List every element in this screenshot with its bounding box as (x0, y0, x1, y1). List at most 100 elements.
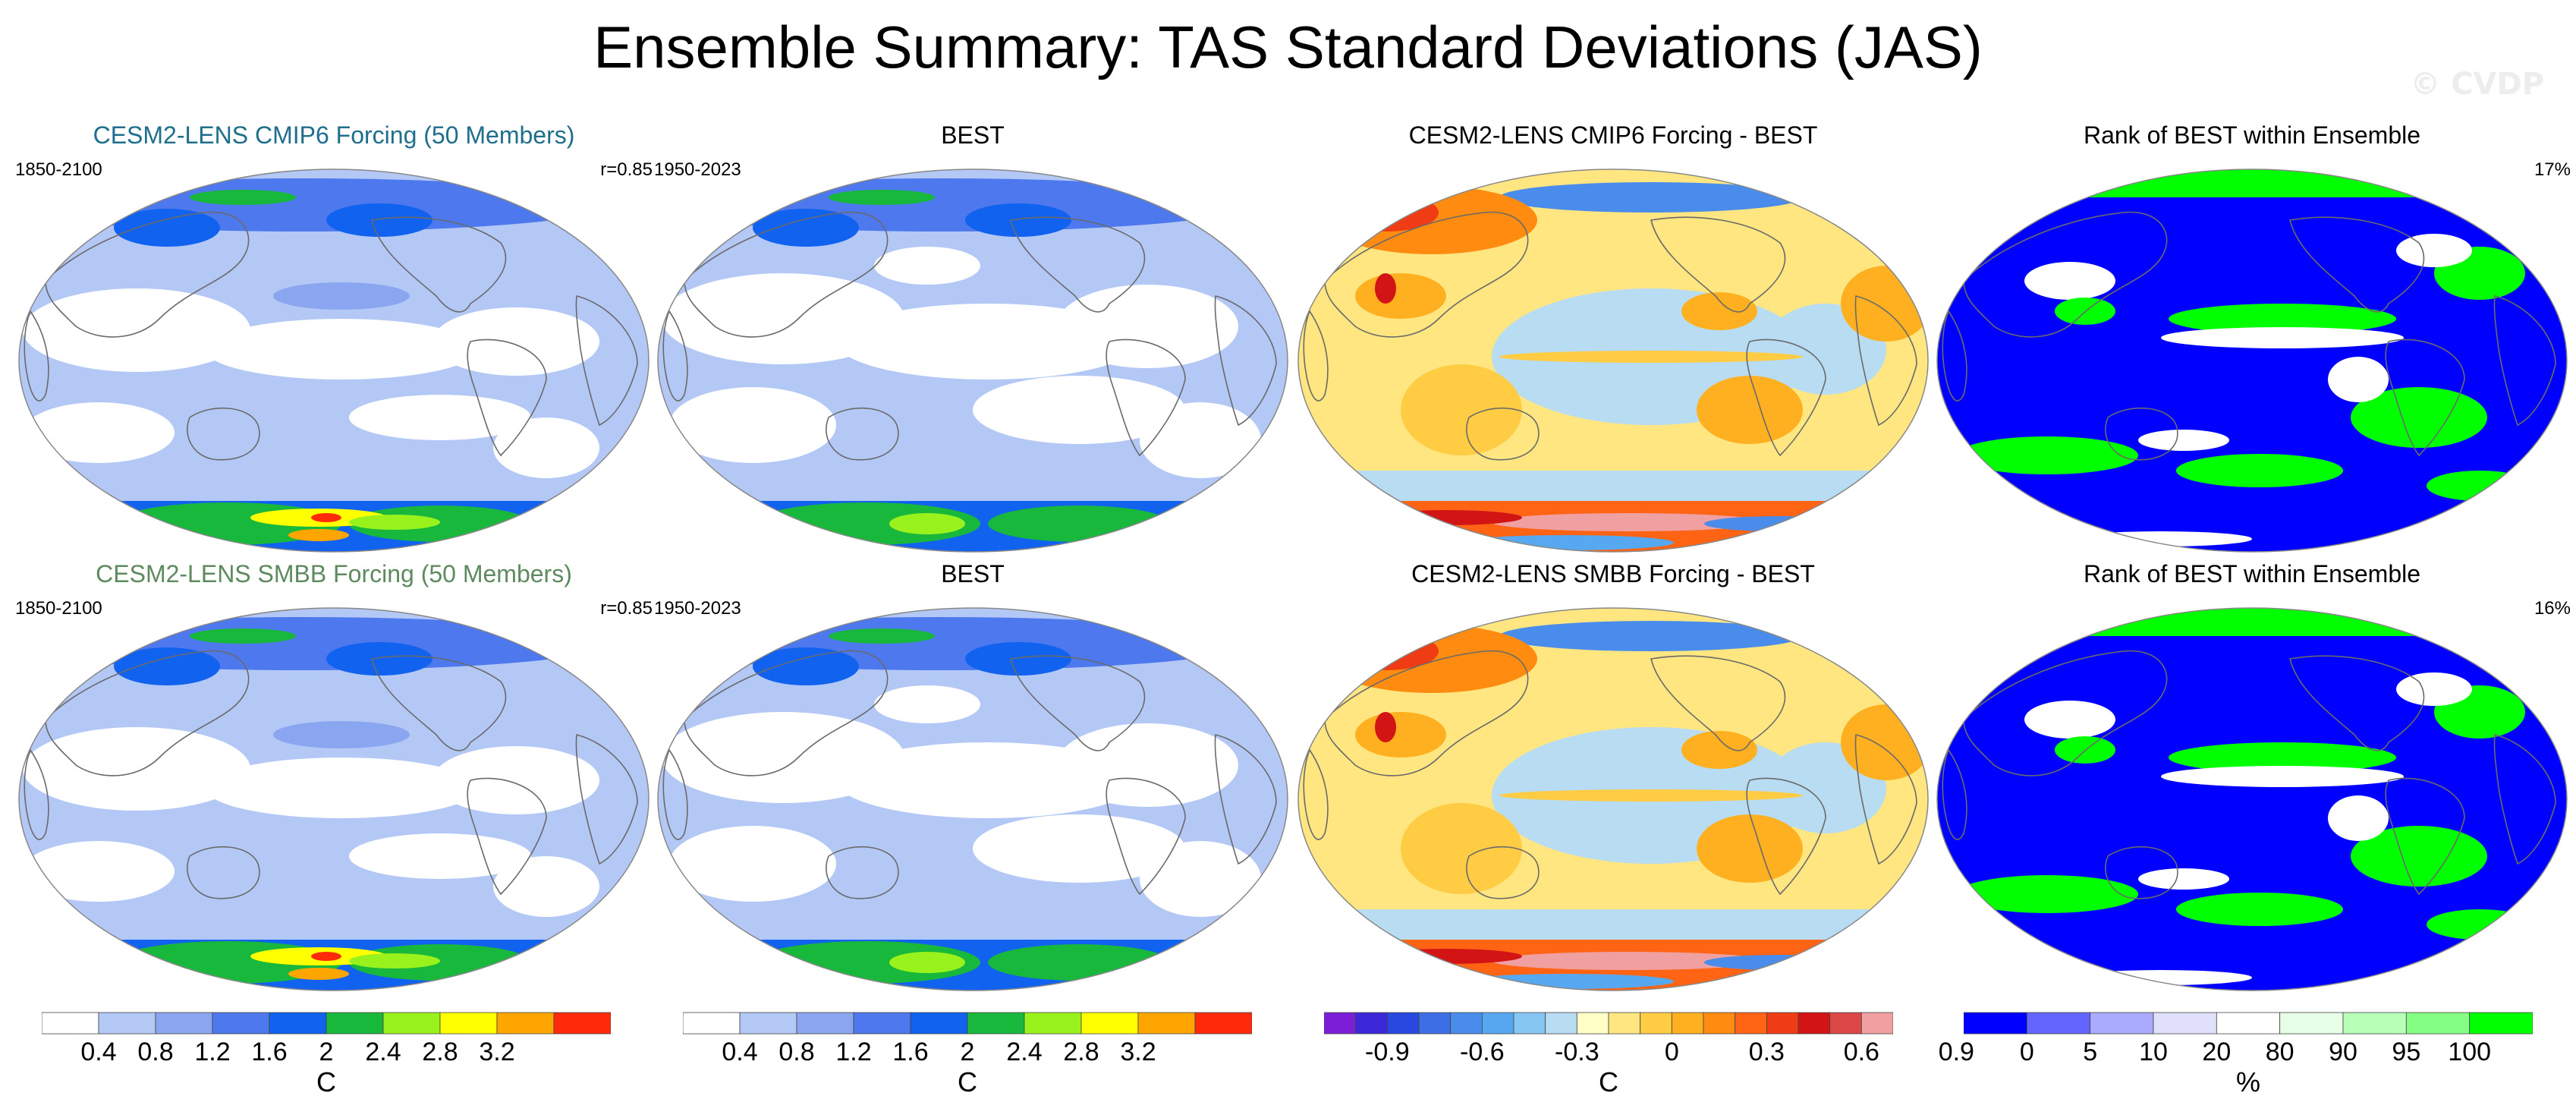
field-blob (2169, 742, 2396, 773)
colorbar-swatch (739, 1012, 797, 1035)
colorbar-swatch (1450, 1012, 1483, 1035)
panel-title: BEST (941, 121, 1005, 149)
colorbar-tick-label: -0.3 (1555, 1038, 1599, 1066)
colorbar-tick-label: -0.6 (1460, 1038, 1505, 1066)
colorbar-tick-label: 0.8 (778, 1038, 815, 1066)
colorbar-swatch (2153, 1012, 2217, 1035)
asia-outline (1963, 211, 2168, 338)
field-blob (2427, 471, 2533, 501)
colorbar-tick-label: 0.9 (1938, 1038, 1974, 1066)
colorbar-swatch (1798, 1012, 1831, 1035)
colorbar-swatch (853, 1012, 911, 1035)
colorbar-tick-label: 0.4 (722, 1038, 758, 1066)
asia-outline (45, 650, 250, 776)
field-blob (432, 746, 599, 814)
colorbar-tick-label: 100 (2448, 1038, 2492, 1066)
field-blob (326, 203, 432, 237)
colorbar-tick-label: 20 (2202, 1038, 2232, 1066)
map-panel: CESM2-LENS SMBB Forcing (50 Members) 1850… (15, 560, 653, 993)
map-border (657, 169, 1288, 553)
figure-title: Ensemble Summary: TAS Standard Deviation… (593, 14, 1983, 80)
field-blob (2161, 327, 2404, 348)
field-blob (973, 376, 1185, 444)
colorbar-swatches (41, 1012, 612, 1035)
colorbar-tick-label: 2.8 (422, 1038, 458, 1066)
map-plot (18, 169, 650, 553)
colorbar-swatch (682, 1012, 741, 1035)
field-blob (326, 642, 432, 676)
map-panel: BEST 1950-2023 (654, 560, 1291, 993)
map-border (18, 169, 650, 553)
africa-outline (24, 748, 49, 840)
field-blob (493, 417, 599, 478)
field-blob (965, 203, 1071, 237)
field-blob (1499, 789, 1803, 802)
field-blob (669, 387, 836, 463)
north-america-outline (371, 216, 507, 313)
field-blob (2169, 304, 2396, 334)
field-blob (311, 952, 341, 961)
colorbar-tick-label: 2 (960, 1038, 975, 1066)
colorbar-tick-label: 1.6 (892, 1038, 929, 1066)
field-blob (1492, 513, 1765, 531)
colorbar-unit-label: C (958, 1066, 977, 1098)
field-blob (349, 833, 531, 879)
africa-east-outline (1854, 294, 1917, 427)
africa-east-outline (575, 733, 638, 865)
colorbar-swatch (2279, 1012, 2344, 1035)
panel-period-label: 1950-2023 (654, 159, 741, 180)
field-blob (2138, 430, 2229, 451)
field-blob (349, 953, 440, 969)
coastlines (1303, 211, 1917, 461)
field-blob (1056, 723, 1238, 807)
colorbar-swatch (1418, 1012, 1452, 1035)
colorbar: 0 5 10 20 80 90 95 100% (1963, 1012, 2534, 1098)
africa-east-outline (575, 294, 638, 427)
colorbar-tick-label: -0.9 (1365, 1038, 1410, 1066)
asia-outline (1324, 211, 1529, 338)
colorbar-tick-label: 3.2 (1120, 1038, 1156, 1066)
field-blob (2328, 795, 2389, 841)
field-blob (114, 647, 220, 685)
field-blob (1681, 292, 1757, 330)
field-blob (1401, 803, 1522, 894)
panel-title: BEST (941, 560, 1005, 587)
colorbar-tick-label: 5 (2083, 1038, 2098, 1066)
colorbar-swatch (1513, 1012, 1546, 1035)
colorbar-swatch (1860, 1012, 1894, 1035)
africa-east-outline (2493, 294, 2556, 427)
coastlines (1942, 650, 2556, 899)
colorbar-swatch (1355, 1012, 1388, 1035)
south-america-outline (1106, 339, 1186, 457)
colorbar-swatch (2026, 1012, 2091, 1035)
colorbar-swatch (41, 1012, 99, 1035)
field-blob (2396, 234, 2472, 267)
field-blob (1375, 712, 1396, 742)
map-border (1297, 169, 1929, 553)
field-blob (2328, 357, 2389, 402)
panel-period-label: 1850-2100 (15, 598, 102, 619)
australia-outline (826, 407, 899, 461)
africa-outline (1942, 748, 1967, 840)
africa-outline (1942, 310, 1967, 402)
field-blob (2024, 262, 2115, 300)
panel-title: CESM2-LENS CMIP6 Forcing - BEST (1408, 121, 1818, 149)
panel-period-label: 1950-2023 (654, 598, 741, 619)
south-america-outline (1746, 777, 1826, 896)
asia-outline (1963, 650, 2168, 776)
colorbar-swatch (910, 1012, 968, 1035)
africa-outline (1303, 748, 1329, 840)
colorbar-swatch (2405, 1012, 2471, 1035)
panel-title: CESM2-LENS SMBB Forcing (50 Members) (96, 560, 572, 587)
map-plot (18, 607, 650, 991)
north-america-outline (1650, 655, 1786, 751)
colorbar-tick-label: 1.6 (251, 1038, 288, 1066)
field-blob (1499, 621, 1803, 651)
field-blob (1841, 266, 1928, 342)
field-blob (874, 685, 980, 723)
field-blob (2176, 454, 2343, 487)
africa-east-outline (1214, 294, 1277, 427)
colorbar-swatch (1963, 1012, 2027, 1035)
africa-outline (662, 310, 688, 402)
map-border (657, 607, 1288, 991)
